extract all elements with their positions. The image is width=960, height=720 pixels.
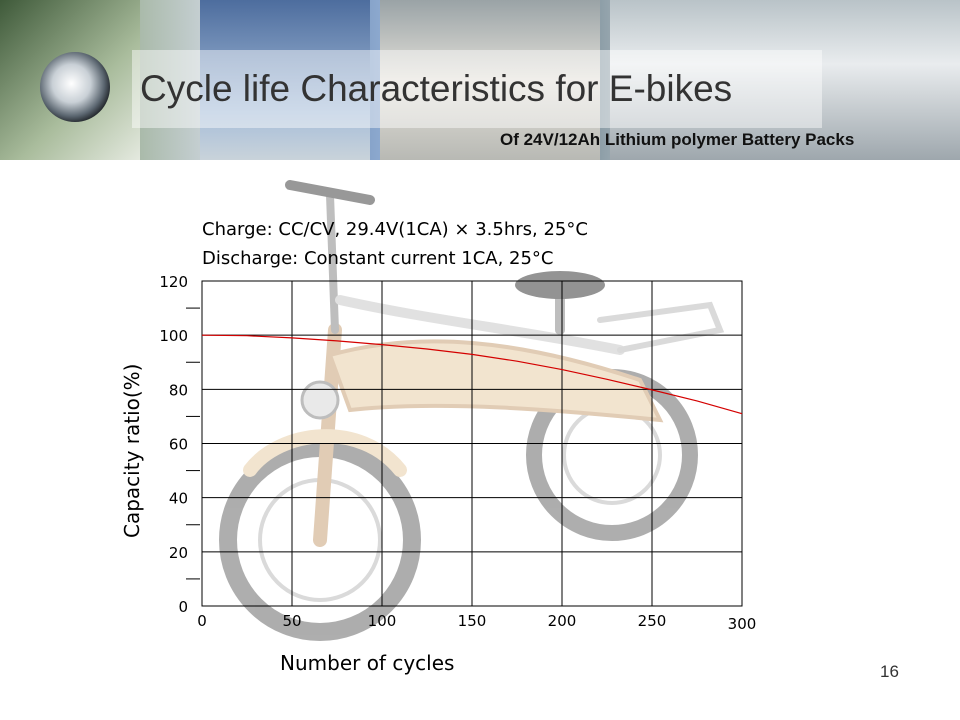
- battery-pack-photo: [610, 0, 960, 160]
- y-tick-label: 80: [169, 381, 188, 399]
- x-tick-label: 0: [197, 612, 207, 630]
- y-tick-label: 120: [159, 273, 188, 291]
- slide-subtitle: Of 24V/12Ah Lithium polymer Battery Pack…: [500, 130, 855, 149]
- slide-title: Cycle life Characteristics for E-bikes: [140, 68, 733, 109]
- x-tick-label: 100: [368, 612, 397, 630]
- discharge-condition-label: Discharge: Constant current 1CA, 25°C: [202, 248, 554, 269]
- y-tick-label: 0: [178, 598, 188, 616]
- charge-condition-label: Charge: CC/CV, 29.4V(1CA) × 3.5hrs, 25°C: [202, 219, 588, 240]
- y-tick-label: 60: [169, 436, 188, 454]
- y-tick-label: 40: [169, 490, 188, 508]
- x-tick-label: 300: [728, 615, 757, 633]
- y-minor-ticks: [186, 307, 200, 580]
- cyclist-photo: [200, 0, 370, 160]
- x-axis-title: Number of cycles: [280, 651, 454, 675]
- x-tick-labels: 0 50 100 150 200 250 300: [197, 612, 756, 633]
- title-backdrop: [132, 50, 822, 128]
- header-banner: [0, 0, 960, 160]
- chart-grid: [201, 280, 743, 607]
- capacity-ratio-line: [201, 334, 743, 415]
- y-tick-labels: 0 20 40 60 80 100 120: [159, 273, 188, 616]
- y-axis-title: Capacity ratio(%): [120, 364, 144, 538]
- x-tick-label: 50: [282, 612, 301, 630]
- x-tick-label: 150: [458, 612, 487, 630]
- x-tick-label: 250: [638, 612, 667, 630]
- x-tick-label: 200: [548, 612, 577, 630]
- chart-series: [201, 334, 743, 415]
- y-tick-label: 20: [169, 544, 188, 562]
- y-tick-label: 100: [159, 327, 188, 345]
- ebike-frame-photo: [380, 0, 600, 160]
- headlamp-image: [40, 52, 110, 122]
- page-number: 16: [880, 662, 899, 681]
